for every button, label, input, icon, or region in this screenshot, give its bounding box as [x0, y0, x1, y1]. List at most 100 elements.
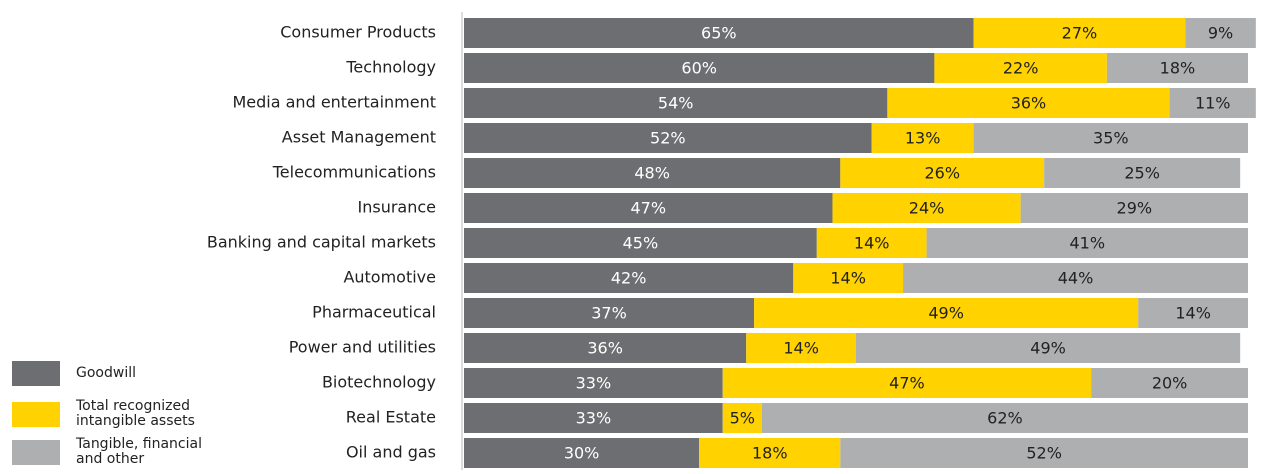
- category-label: Asset Management: [282, 128, 436, 147]
- bar-segment: [464, 158, 841, 188]
- value-label: 35%: [1093, 129, 1129, 148]
- bar-segment: [722, 368, 1092, 398]
- value-label: 45%: [623, 234, 659, 253]
- value-label: 37%: [591, 304, 627, 323]
- value-label: 36%: [1011, 94, 1047, 113]
- bar-segment: [973, 18, 1186, 48]
- value-label: 49%: [1030, 339, 1066, 358]
- value-label: 18%: [752, 444, 788, 463]
- category-label: Technology: [345, 58, 436, 77]
- value-label: 25%: [1124, 164, 1160, 183]
- legend-item: Tangible, financial and other: [12, 437, 216, 467]
- bar-segment: [926, 228, 1248, 258]
- category-label: Real Estate: [346, 408, 436, 427]
- bar-segment: [464, 333, 747, 363]
- legend-label: Goodwill: [76, 365, 136, 381]
- category-label: Biotechnology: [322, 373, 436, 392]
- value-label: 60%: [681, 59, 717, 78]
- bar-segment: [1169, 88, 1256, 118]
- category-label: Automotive: [343, 268, 436, 287]
- category-label: Media and entertainment: [232, 93, 436, 112]
- value-label: 44%: [1058, 269, 1094, 288]
- legend-item: Total recognized intangible assets: [12, 399, 216, 429]
- bar-segment: [754, 298, 1139, 328]
- bar-segment: [816, 228, 927, 258]
- value-label: 14%: [854, 234, 890, 253]
- value-label: 22%: [1003, 59, 1039, 78]
- bar-segment: [464, 298, 755, 328]
- bar-segment: [761, 403, 1248, 433]
- value-label: 49%: [928, 304, 964, 323]
- bar-segment: [464, 18, 974, 48]
- bar-segment: [871, 123, 974, 153]
- category-label: Telecommunications: [272, 163, 436, 182]
- value-label: 14%: [783, 339, 819, 358]
- bar-segment: [887, 88, 1170, 118]
- legend-label: Total recognized intangible assets: [76, 398, 195, 429]
- value-label: 42%: [611, 269, 647, 288]
- value-label: 33%: [576, 409, 612, 428]
- bar-segment: [793, 263, 904, 293]
- value-label: 47%: [630, 199, 666, 218]
- bar-segment: [934, 53, 1107, 83]
- category-label: Oil and gas: [346, 443, 436, 462]
- bar-segment: [840, 438, 1248, 468]
- bar-segment: [464, 123, 872, 153]
- value-label: 54%: [658, 94, 694, 113]
- legend-swatch: [12, 361, 60, 386]
- bar-segment: [464, 53, 935, 83]
- value-label: 24%: [909, 199, 945, 218]
- bar-segment: [722, 403, 762, 433]
- legend-swatch: [12, 401, 60, 427]
- value-label: 11%: [1195, 94, 1231, 113]
- category-label: Pharmaceutical: [312, 303, 436, 322]
- bar-segment: [1185, 18, 1256, 48]
- value-label: 41%: [1069, 234, 1105, 253]
- bar-segment: [840, 158, 1045, 188]
- bar-segment: [464, 228, 817, 258]
- bar-segment: [1091, 368, 1248, 398]
- bar-segment: [1044, 158, 1241, 188]
- bar-segment: [464, 368, 723, 398]
- value-label: 65%: [701, 24, 737, 43]
- bar-segment: [903, 263, 1248, 293]
- value-label: 29%: [1117, 199, 1153, 218]
- legend-item: Goodwill: [12, 361, 216, 386]
- bar-segment: [699, 438, 841, 468]
- value-label: 14%: [830, 269, 866, 288]
- bar-segment: [464, 88, 888, 118]
- bar-segment: [464, 403, 723, 433]
- value-label: 33%: [576, 374, 612, 393]
- bar-segment: [832, 193, 1021, 223]
- value-label: 20%: [1152, 374, 1188, 393]
- category-label: Consumer Products: [280, 23, 436, 42]
- bar-segment: [1138, 298, 1248, 328]
- bar-segment: [973, 123, 1248, 153]
- value-label: 14%: [1175, 304, 1211, 323]
- value-label: 52%: [650, 129, 686, 148]
- bar-segment: [746, 333, 856, 363]
- value-label: 36%: [587, 339, 623, 358]
- bar-segment: [464, 263, 794, 293]
- value-label: 62%: [987, 409, 1023, 428]
- bar-segment: [856, 333, 1241, 363]
- bar-segment: [1020, 193, 1248, 223]
- value-label: 26%: [924, 164, 960, 183]
- value-label: 47%: [889, 374, 925, 393]
- category-label: Insurance: [358, 198, 437, 217]
- legend-swatch: [12, 439, 60, 465]
- bar-segment: [464, 193, 833, 223]
- value-label: 30%: [564, 444, 600, 463]
- bar-segment: [464, 438, 700, 468]
- value-label: 9%: [1208, 24, 1233, 43]
- value-label: 48%: [634, 164, 670, 183]
- legend-label: Tangible, financial and other: [76, 436, 202, 467]
- value-label: 18%: [1160, 59, 1196, 78]
- category-label: Banking and capital markets: [207, 233, 436, 252]
- value-label: 52%: [1026, 444, 1062, 463]
- value-label: 27%: [1062, 24, 1098, 43]
- bar-segment: [1106, 53, 1248, 83]
- category-label: Power and utilities: [289, 338, 436, 357]
- value-label: 5%: [730, 409, 755, 428]
